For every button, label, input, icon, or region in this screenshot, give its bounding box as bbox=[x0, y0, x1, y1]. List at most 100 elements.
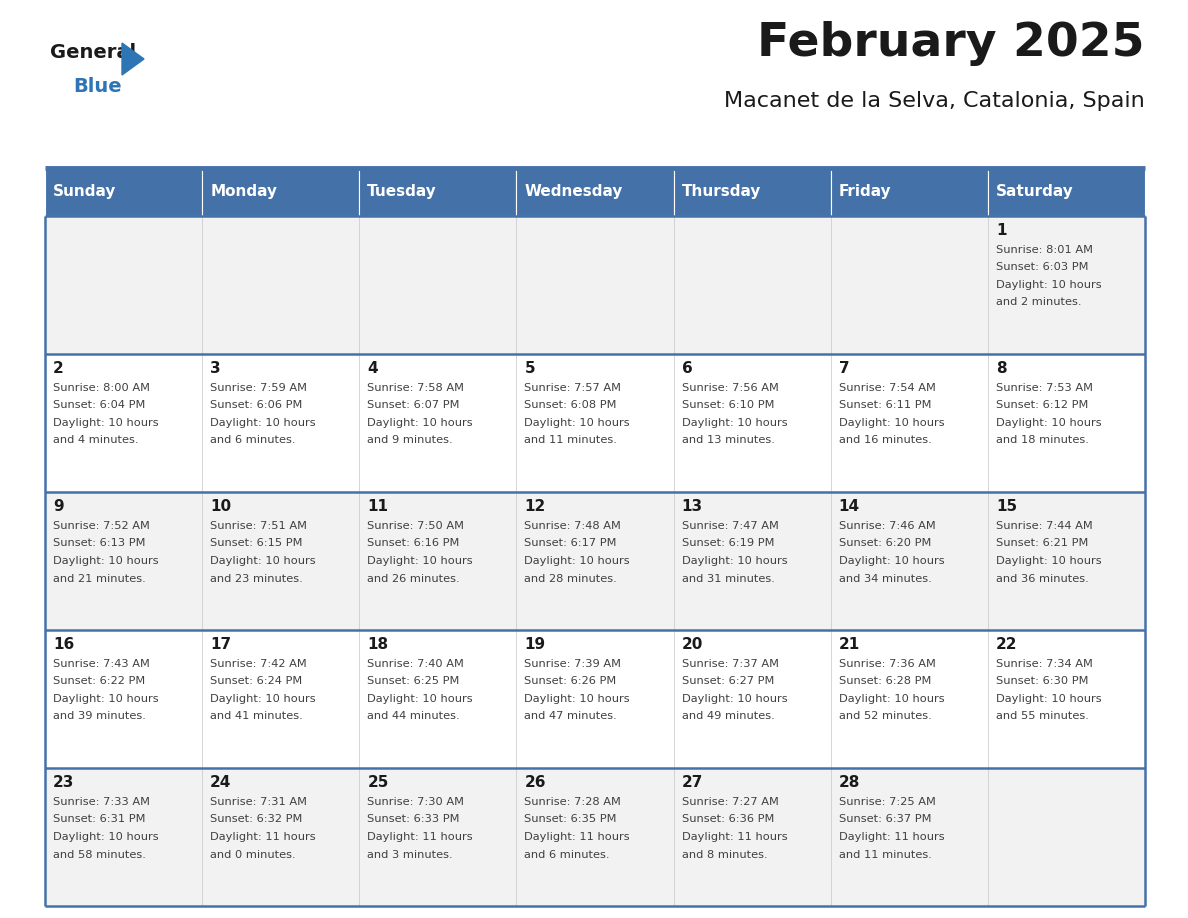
Text: Sunset: 6:16 PM: Sunset: 6:16 PM bbox=[367, 539, 460, 548]
Text: 5: 5 bbox=[524, 361, 535, 376]
Bar bbox=[45, 354, 202, 492]
Bar bbox=[830, 630, 988, 768]
Text: Sunset: 6:27 PM: Sunset: 6:27 PM bbox=[682, 677, 773, 687]
Text: Blue: Blue bbox=[72, 77, 121, 96]
Bar bbox=[988, 768, 1145, 906]
Text: and 21 minutes.: and 21 minutes. bbox=[53, 574, 146, 584]
Bar bbox=[517, 168, 674, 216]
Text: Sunset: 6:25 PM: Sunset: 6:25 PM bbox=[367, 677, 460, 687]
Text: Monday: Monday bbox=[210, 185, 277, 199]
Text: and 6 minutes.: and 6 minutes. bbox=[210, 435, 296, 445]
Bar bbox=[517, 492, 674, 630]
Text: Sunrise: 7:43 AM: Sunrise: 7:43 AM bbox=[53, 659, 150, 669]
Bar bbox=[359, 630, 517, 768]
Text: Sunrise: 7:28 AM: Sunrise: 7:28 AM bbox=[524, 797, 621, 807]
Bar bbox=[45, 216, 202, 354]
Text: 4: 4 bbox=[367, 361, 378, 376]
Bar bbox=[674, 354, 830, 492]
Text: and 13 minutes.: and 13 minutes. bbox=[682, 435, 775, 445]
Text: 21: 21 bbox=[839, 637, 860, 652]
Text: 15: 15 bbox=[996, 499, 1017, 514]
Bar bbox=[988, 216, 1145, 354]
Text: Sunset: 6:31 PM: Sunset: 6:31 PM bbox=[53, 814, 145, 824]
Text: Daylight: 10 hours: Daylight: 10 hours bbox=[210, 418, 316, 428]
Text: Sunset: 6:08 PM: Sunset: 6:08 PM bbox=[524, 400, 617, 410]
Text: Sunset: 6:21 PM: Sunset: 6:21 PM bbox=[996, 539, 1088, 548]
Text: Sunrise: 7:57 AM: Sunrise: 7:57 AM bbox=[524, 383, 621, 393]
Text: Daylight: 10 hours: Daylight: 10 hours bbox=[210, 694, 316, 704]
Text: and 6 minutes.: and 6 minutes. bbox=[524, 849, 609, 859]
Text: and 0 minutes.: and 0 minutes. bbox=[210, 849, 296, 859]
Text: Tuesday: Tuesday bbox=[367, 185, 437, 199]
Text: Daylight: 10 hours: Daylight: 10 hours bbox=[53, 694, 159, 704]
Bar bbox=[988, 492, 1145, 630]
Text: Saturday: Saturday bbox=[996, 185, 1074, 199]
Text: 20: 20 bbox=[682, 637, 703, 652]
Bar bbox=[45, 630, 202, 768]
Text: Sunrise: 7:34 AM: Sunrise: 7:34 AM bbox=[996, 659, 1093, 669]
Bar bbox=[517, 630, 674, 768]
Text: Sunset: 6:33 PM: Sunset: 6:33 PM bbox=[367, 814, 460, 824]
Text: Sunset: 6:36 PM: Sunset: 6:36 PM bbox=[682, 814, 773, 824]
Text: Daylight: 11 hours: Daylight: 11 hours bbox=[682, 832, 788, 842]
Text: Daylight: 11 hours: Daylight: 11 hours bbox=[839, 832, 944, 842]
Text: and 58 minutes.: and 58 minutes. bbox=[53, 849, 146, 859]
Bar bbox=[359, 768, 517, 906]
Text: 1: 1 bbox=[996, 223, 1006, 238]
Text: Daylight: 10 hours: Daylight: 10 hours bbox=[524, 694, 630, 704]
Bar bbox=[359, 168, 517, 216]
Bar bbox=[830, 768, 988, 906]
Text: Daylight: 10 hours: Daylight: 10 hours bbox=[367, 694, 473, 704]
Text: 27: 27 bbox=[682, 775, 703, 790]
Text: 26: 26 bbox=[524, 775, 546, 790]
Text: Daylight: 10 hours: Daylight: 10 hours bbox=[682, 694, 788, 704]
Text: Sunset: 6:06 PM: Sunset: 6:06 PM bbox=[210, 400, 303, 410]
Bar bbox=[359, 492, 517, 630]
Text: Daylight: 10 hours: Daylight: 10 hours bbox=[210, 556, 316, 566]
Text: and 11 minutes.: and 11 minutes. bbox=[839, 849, 931, 859]
Text: Sunset: 6:30 PM: Sunset: 6:30 PM bbox=[996, 677, 1088, 687]
Text: Daylight: 10 hours: Daylight: 10 hours bbox=[839, 694, 944, 704]
Text: Sunrise: 7:40 AM: Sunrise: 7:40 AM bbox=[367, 659, 465, 669]
Text: Sunset: 6:17 PM: Sunset: 6:17 PM bbox=[524, 539, 617, 548]
Text: and 18 minutes.: and 18 minutes. bbox=[996, 435, 1088, 445]
Bar bbox=[359, 354, 517, 492]
Text: Daylight: 11 hours: Daylight: 11 hours bbox=[367, 832, 473, 842]
Bar bbox=[830, 168, 988, 216]
Text: Daylight: 10 hours: Daylight: 10 hours bbox=[996, 694, 1101, 704]
Text: Daylight: 10 hours: Daylight: 10 hours bbox=[996, 418, 1101, 428]
Text: Sunrise: 7:48 AM: Sunrise: 7:48 AM bbox=[524, 521, 621, 531]
Text: Daylight: 10 hours: Daylight: 10 hours bbox=[682, 556, 788, 566]
Text: 12: 12 bbox=[524, 499, 545, 514]
Bar bbox=[674, 768, 830, 906]
Text: 25: 25 bbox=[367, 775, 388, 790]
Bar bbox=[674, 492, 830, 630]
Text: 23: 23 bbox=[53, 775, 75, 790]
Text: and 28 minutes.: and 28 minutes. bbox=[524, 574, 618, 584]
Text: Wednesday: Wednesday bbox=[524, 185, 623, 199]
Text: and 52 minutes.: and 52 minutes. bbox=[839, 711, 931, 722]
Text: 7: 7 bbox=[839, 361, 849, 376]
Bar bbox=[359, 216, 517, 354]
Text: and 41 minutes.: and 41 minutes. bbox=[210, 711, 303, 722]
Text: Sunrise: 7:39 AM: Sunrise: 7:39 AM bbox=[524, 659, 621, 669]
Bar bbox=[830, 216, 988, 354]
Text: Sunrise: 7:52 AM: Sunrise: 7:52 AM bbox=[53, 521, 150, 531]
Text: and 23 minutes.: and 23 minutes. bbox=[210, 574, 303, 584]
Text: Sunrise: 7:46 AM: Sunrise: 7:46 AM bbox=[839, 521, 935, 531]
Text: Daylight: 10 hours: Daylight: 10 hours bbox=[367, 556, 473, 566]
Text: Sunrise: 7:33 AM: Sunrise: 7:33 AM bbox=[53, 797, 150, 807]
Bar bbox=[988, 168, 1145, 216]
Text: Daylight: 10 hours: Daylight: 10 hours bbox=[524, 556, 630, 566]
Text: 3: 3 bbox=[210, 361, 221, 376]
Bar bbox=[202, 216, 359, 354]
Text: General: General bbox=[50, 43, 137, 62]
Text: Sunset: 6:22 PM: Sunset: 6:22 PM bbox=[53, 677, 145, 687]
Text: and 9 minutes.: and 9 minutes. bbox=[367, 435, 453, 445]
Text: Sunrise: 7:42 AM: Sunrise: 7:42 AM bbox=[210, 659, 307, 669]
Bar bbox=[517, 768, 674, 906]
Text: Sunset: 6:12 PM: Sunset: 6:12 PM bbox=[996, 400, 1088, 410]
Text: Daylight: 10 hours: Daylight: 10 hours bbox=[524, 418, 630, 428]
Text: Daylight: 10 hours: Daylight: 10 hours bbox=[996, 280, 1101, 290]
Bar bbox=[830, 354, 988, 492]
